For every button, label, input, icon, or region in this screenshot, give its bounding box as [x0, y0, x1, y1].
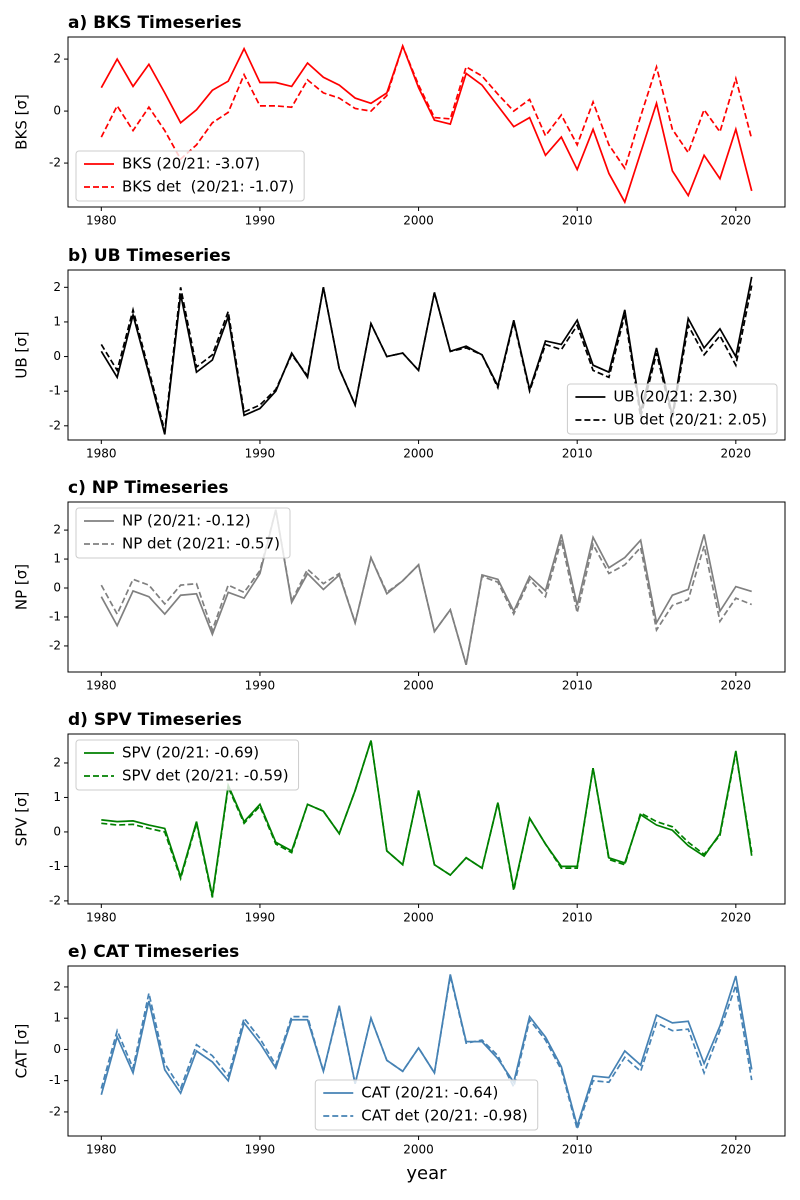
- y-tick-label: 0: [53, 349, 61, 363]
- axes-frame: [67, 501, 786, 673]
- legend-label: NP (20/21: -0.12): [122, 512, 251, 530]
- x-tick-label: 2010: [562, 679, 593, 693]
- legend-label: CAT (20/21: -0.64): [361, 1084, 498, 1102]
- y-tick-label: -1: [49, 384, 61, 398]
- axes-frame: [67, 36, 786, 208]
- y-tick-label: -2: [49, 1104, 61, 1118]
- y-tick-label: 2: [53, 979, 61, 993]
- y-axis-label: UB [σ]: [13, 331, 31, 378]
- y-axis-label: NP [σ]: [13, 564, 31, 610]
- x-tick-label: 1990: [245, 1143, 276, 1157]
- panel-title: e) CAT Timeseries: [68, 942, 239, 962]
- panel-title: d) SPV Timeseries: [68, 710, 242, 730]
- legend-label: UB det (20/21: 2.05): [613, 411, 767, 429]
- legend-label: SPV det (20/21: -0.59): [122, 767, 289, 785]
- legend-label: BKS det (20/21: -1.07): [122, 178, 294, 196]
- y-tick-label: 2: [53, 280, 61, 294]
- x-tick-label: 1990: [245, 214, 276, 228]
- legend-label: UB (20/21: 2.30): [613, 388, 737, 406]
- legend-box: [75, 150, 305, 202]
- legend: CAT (20/21: -0.64) CAT det (20/21: -0.98): [314, 1079, 539, 1131]
- legend: BKS (20/21: -3.07) BKS det (20/21: -1.07): [75, 150, 305, 202]
- y-axis-label: SPV [σ]: [13, 792, 31, 847]
- legend: SPV (20/21: -0.69) SPV det (20/21: -0.59): [75, 739, 300, 791]
- y-tick-label: -2: [49, 893, 61, 907]
- y-tick-label: -2: [49, 418, 61, 432]
- legend: UB (20/21: 2.30) UB det (20/21: 2.05): [566, 383, 778, 435]
- y-tick-label: 0: [53, 1042, 61, 1056]
- legend-box: [75, 739, 300, 791]
- y-axis-label: CAT [σ]: [13, 1024, 31, 1079]
- y-tick-label: 0: [53, 581, 61, 595]
- x-tick-label: 1990: [245, 447, 276, 461]
- series-line: [101, 740, 753, 898]
- panel-title: b) UB Timeseries: [68, 246, 231, 266]
- y-tick-label: -1: [49, 609, 61, 623]
- x-tick-label: 2000: [403, 1143, 434, 1157]
- y-tick-label: 0: [53, 104, 61, 118]
- y-axis-label: BKS [σ]: [13, 94, 31, 150]
- legend-box: [75, 507, 291, 559]
- y-tick-label: 0: [53, 824, 61, 838]
- series-line: [100, 43, 753, 205]
- x-tick-label: 2010: [562, 911, 593, 925]
- x-tick-label: 2010: [562, 447, 593, 461]
- x-tick-label: 1980: [86, 1143, 117, 1157]
- x-tick-label: 1980: [86, 447, 117, 461]
- y-tick-label: 1: [53, 790, 61, 804]
- x-tick-label: 1980: [86, 214, 117, 228]
- x-tick-label: 2010: [562, 214, 593, 228]
- x-tick-label: 2000: [403, 447, 434, 461]
- legend-label: NP det (20/21: -0.57): [122, 535, 280, 553]
- y-tick-label: 1: [53, 314, 61, 328]
- x-tick-label: 2020: [721, 214, 752, 228]
- legend-label: SPV (20/21: -0.69): [122, 744, 259, 762]
- legend-box: [566, 383, 778, 435]
- panel-title: a) BKS Timeseries: [68, 13, 242, 33]
- x-tick-label: 1990: [245, 911, 276, 925]
- x-tick-label: 2020: [721, 911, 752, 925]
- x-tick-label: 2000: [403, 679, 434, 693]
- y-tick-label: -1: [49, 859, 61, 873]
- axes-frame: [67, 965, 786, 1137]
- legend-label: BKS (20/21: -3.07): [122, 155, 260, 173]
- panel-title: c) NP Timeseries: [68, 478, 229, 498]
- y-tick-label: 2: [53, 523, 61, 537]
- axes-frame: [67, 733, 786, 905]
- x-tick-label: 2010: [562, 1143, 593, 1157]
- y-tick-label: -1: [49, 1073, 61, 1087]
- series-line: [100, 43, 753, 171]
- x-tick-label: 2020: [721, 447, 752, 461]
- x-tick-label: 2000: [403, 911, 434, 925]
- y-tick-label: -2: [49, 156, 61, 170]
- y-tick-label: 2: [53, 755, 61, 769]
- x-tick-label: 2020: [721, 1143, 752, 1157]
- y-tick-label: 1: [53, 1011, 61, 1025]
- axes-frame: [67, 269, 786, 441]
- y-tick-label: 2: [53, 52, 61, 66]
- y-tick-label: 1: [53, 552, 61, 566]
- legend: NP (20/21: -0.12) NP det (20/21: -0.57): [75, 507, 291, 559]
- x-tick-label: 2000: [403, 214, 434, 228]
- x-tick-label: 1980: [86, 911, 117, 925]
- x-axis-label: year: [406, 1163, 447, 1184]
- x-tick-label: 1980: [86, 679, 117, 693]
- series-line: [100, 975, 753, 1133]
- x-tick-label: 2020: [721, 679, 752, 693]
- x-tick-label: 1990: [245, 679, 276, 693]
- series-line: [100, 509, 753, 665]
- legend-label: CAT det (20/21: -0.98): [361, 1107, 527, 1125]
- legend-box: [314, 1079, 539, 1131]
- y-tick-label: -2: [49, 638, 61, 652]
